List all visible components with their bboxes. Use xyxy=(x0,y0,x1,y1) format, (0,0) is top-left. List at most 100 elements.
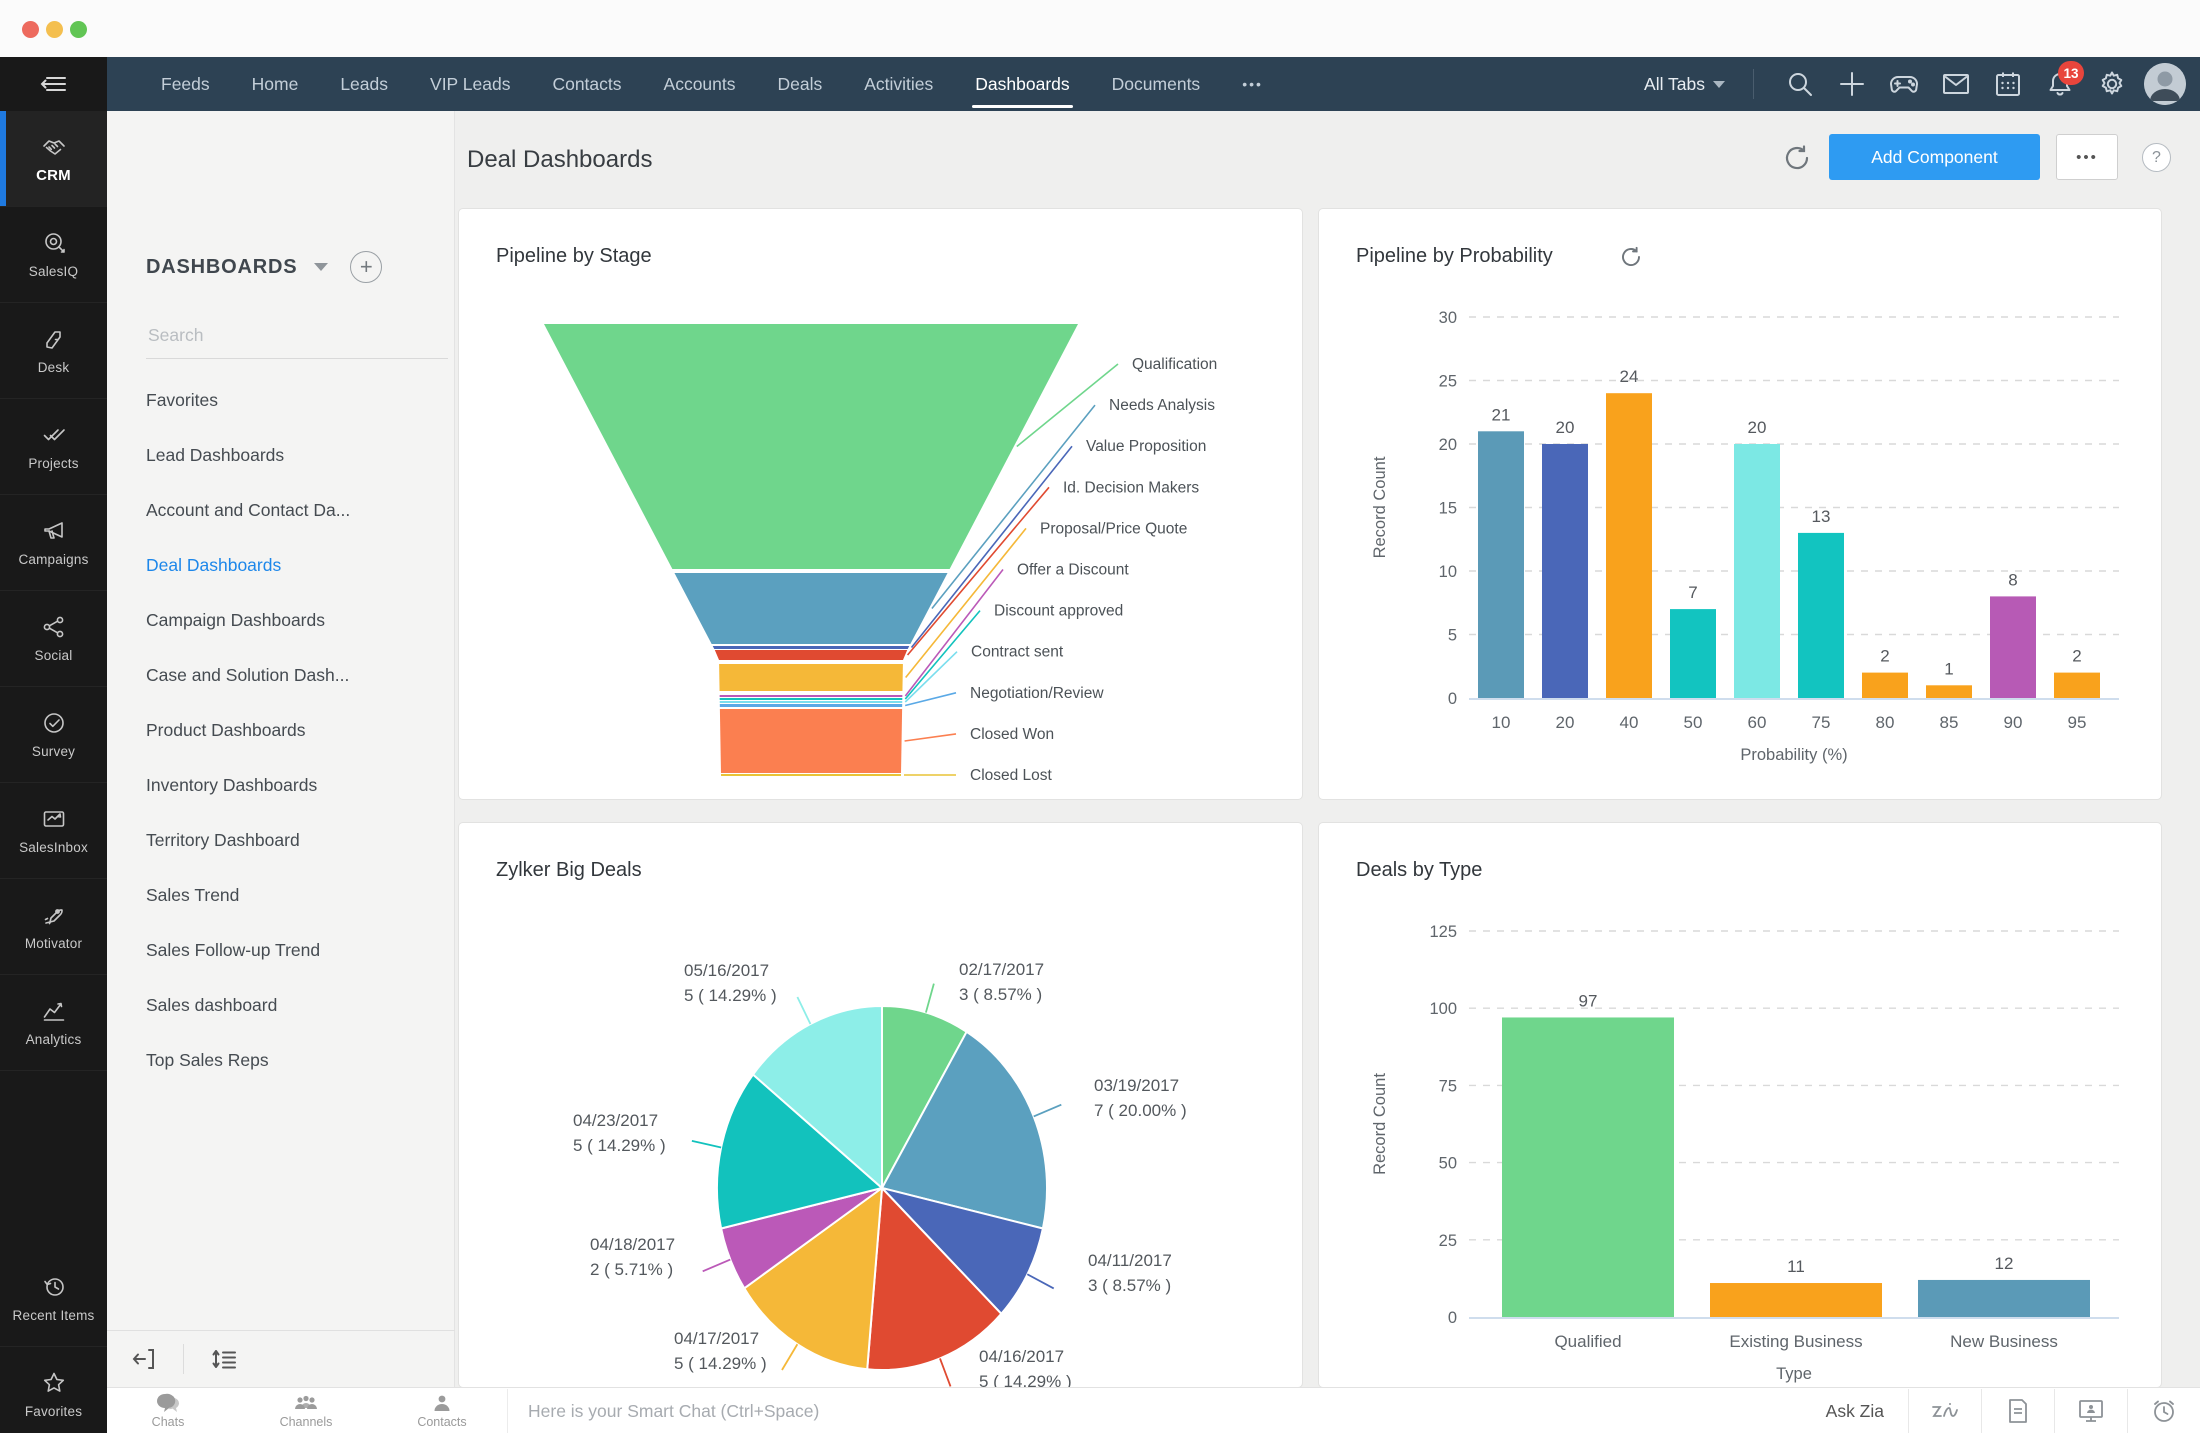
bar-20[interactable] xyxy=(1542,444,1588,698)
bar-60[interactable] xyxy=(1734,444,1780,698)
sidebar-app-salesiq[interactable]: SalesIQ xyxy=(0,207,107,303)
dashboard-search-input[interactable] xyxy=(146,319,448,359)
gamescope-button[interactable] xyxy=(1878,57,1930,111)
channels-button[interactable]: Channels xyxy=(261,1389,351,1433)
nav-tab-contacts[interactable]: Contacts xyxy=(552,73,622,94)
sidebar-app-crm[interactable]: CRM xyxy=(0,111,107,207)
help-button[interactable]: ? xyxy=(2142,143,2171,172)
smart-chat-input[interactable] xyxy=(507,1389,1887,1433)
add-component-button[interactable]: Add Component xyxy=(1829,134,2040,180)
sidebar-app-favorites[interactable]: Favorites xyxy=(0,1347,107,1433)
chats-button[interactable]: Chats xyxy=(123,1389,213,1433)
dashboard-list-item[interactable]: Sales Follow-up Trend xyxy=(146,940,321,960)
all-tabs-dropdown[interactable]: All Tabs xyxy=(1644,74,1725,95)
refresh-chart-button[interactable] xyxy=(1619,245,1643,269)
refresh-dashboard-button[interactable] xyxy=(1782,143,1812,173)
bar-90[interactable] xyxy=(1990,596,2036,698)
quick-create-button[interactable] xyxy=(1826,57,1878,111)
mail-button[interactable] xyxy=(1930,57,1982,111)
search-button[interactable] xyxy=(1774,57,1826,111)
sidebar-app-projects[interactable]: Projects xyxy=(0,399,107,495)
nav-tab-activities[interactable]: Activities xyxy=(864,73,934,94)
nav-tab-leads[interactable]: Leads xyxy=(340,73,389,94)
sidebar-app-desk[interactable]: Desk xyxy=(0,303,107,399)
zia-voice-button[interactable] xyxy=(1909,1389,1981,1433)
bar-40[interactable] xyxy=(1606,393,1652,698)
pie-slice-02-17-2017[interactable] xyxy=(881,1004,968,1189)
funnel-segment-qualification[interactable] xyxy=(544,324,1078,569)
funnel-segment-discount-approved[interactable] xyxy=(719,698,903,700)
minimize-window-button[interactable] xyxy=(46,21,63,38)
close-window-button[interactable] xyxy=(22,21,39,38)
dashboard-list-item[interactable]: Case and Solution Dash... xyxy=(146,665,350,685)
nav-tab-dashboards[interactable]: Dashboards xyxy=(954,57,1090,111)
sidebar-app-salesinbox[interactable]: SalesInbox xyxy=(0,783,107,879)
pie-slice-05-16-2017[interactable] xyxy=(751,1004,883,1191)
nav-tab-deals[interactable]: Deals xyxy=(777,73,823,94)
funnel-segment-proposal-price-quote[interactable] xyxy=(719,664,903,691)
reminders-button[interactable] xyxy=(2128,1389,2200,1433)
notes-button[interactable] xyxy=(1982,1389,2054,1433)
dashboard-list-item[interactable]: Favorites xyxy=(146,390,218,410)
dashboard-list-item[interactable]: Sales Trend xyxy=(146,885,240,905)
funnel-segment-closed-won[interactable] xyxy=(719,709,903,773)
bar-10[interactable] xyxy=(1478,431,1524,698)
panel-chevron-down-icon[interactable] xyxy=(314,263,329,271)
nav-tab-home[interactable]: Home xyxy=(251,73,299,94)
calendar-button[interactable] xyxy=(1982,57,2034,111)
nav-more-tabs-button[interactable]: ••• xyxy=(1242,76,1263,92)
pie-slice-04-11-2017[interactable] xyxy=(878,1186,1045,1316)
funnel-segment-contract-sent[interactable] xyxy=(719,701,903,703)
bar-new-business[interactable] xyxy=(1918,1279,2090,1317)
nav-tab-accounts[interactable]: Accounts xyxy=(663,73,736,94)
sidebar-app-recent-items[interactable]: Recent Items xyxy=(0,1251,107,1347)
collapse-panel-button[interactable] xyxy=(131,1346,157,1372)
bar-existing-business[interactable] xyxy=(1710,1283,1882,1317)
bar-80[interactable] xyxy=(1862,672,1908,698)
pie-slice-03-19-2017[interactable] xyxy=(880,1030,1049,1230)
settings-button[interactable] xyxy=(2086,57,2138,111)
funnel-segment-id-decision-makers[interactable] xyxy=(714,650,908,660)
dashboard-list-item[interactable]: Account and Contact Da... xyxy=(146,500,351,520)
contacts-button[interactable]: Contacts xyxy=(397,1389,487,1433)
funnel-segment-value-proposition[interactable] xyxy=(712,646,910,649)
pie-slice-04-16-2017[interactable] xyxy=(866,1185,1003,1371)
zoom-window-button[interactable] xyxy=(70,21,87,38)
dashboard-more-button[interactable]: ••• xyxy=(2056,134,2118,180)
sidebar-app-motivator[interactable]: Motivator xyxy=(0,879,107,975)
dashboard-list-item[interactable]: Territory Dashboard xyxy=(146,830,300,850)
sort-dashboards-button[interactable] xyxy=(210,1346,238,1372)
bar-75[interactable] xyxy=(1798,532,1844,698)
dashboard-list-item[interactable]: Top Sales Reps xyxy=(146,1050,269,1070)
funnel-leader-line xyxy=(904,569,1004,697)
add-dashboard-button[interactable]: + xyxy=(350,251,383,283)
nav-tab-feeds[interactable]: Feeds xyxy=(161,73,210,94)
sidebar-app-analytics[interactable]: Analytics xyxy=(0,975,107,1071)
funnel-segment-offer-a-discount[interactable] xyxy=(719,695,903,697)
funnel-segment-needs-analysis[interactable] xyxy=(674,573,948,644)
dashboard-list-item[interactable]: Inventory Dashboards xyxy=(146,775,318,795)
funnel-segment-negotiation-review[interactable] xyxy=(719,704,903,707)
collapse-appbar-button[interactable] xyxy=(0,57,107,111)
sidebar-app-campaigns[interactable]: Campaigns xyxy=(0,495,107,591)
nav-tab-documents[interactable]: Documents xyxy=(1111,73,1201,94)
dashboard-list-item[interactable]: Sales dashboard xyxy=(146,995,278,1015)
sidebar-app-survey[interactable]: Survey xyxy=(0,687,107,783)
presentation-button[interactable] xyxy=(2055,1389,2127,1433)
pie-slice-04-23-2017[interactable] xyxy=(715,1073,885,1230)
pie-slice-04-17-2017[interactable] xyxy=(742,1185,884,1371)
dashboard-list-item[interactable]: Deal Dashboards xyxy=(146,555,282,575)
notifications-button[interactable]: 13 xyxy=(2034,57,2086,111)
ask-zia-button[interactable]: Ask Zia xyxy=(1825,1400,1884,1421)
dashboard-list-item[interactable]: Lead Dashboards xyxy=(146,445,285,465)
bar-qualified[interactable] xyxy=(1502,1017,1674,1317)
bar-95[interactable] xyxy=(2054,672,2100,698)
dashboard-list-item[interactable]: Campaign Dashboards xyxy=(146,610,325,630)
user-avatar[interactable] xyxy=(2144,63,2186,105)
funnel-segment-closed-lost[interactable] xyxy=(721,774,901,776)
bar-85[interactable] xyxy=(1926,685,1972,698)
bar-50[interactable] xyxy=(1670,609,1716,698)
sidebar-app-social[interactable]: Social xyxy=(0,591,107,687)
nav-tab-vip-leads[interactable]: VIP Leads xyxy=(430,73,511,94)
dashboard-list-item[interactable]: Product Dashboards xyxy=(146,720,306,740)
